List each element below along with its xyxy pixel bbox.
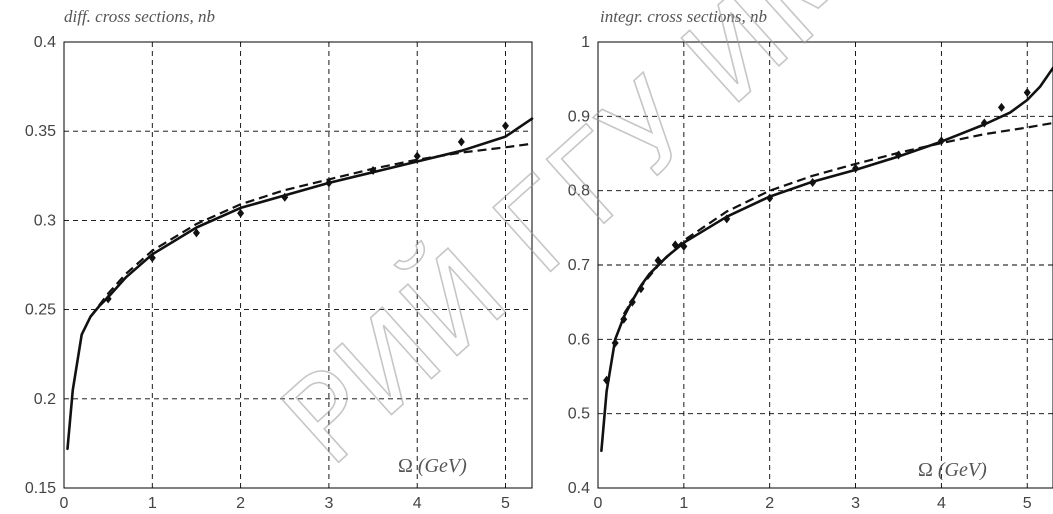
x-tick-label: 3 — [324, 495, 333, 512]
data-point-marker — [628, 297, 636, 307]
data-point-marker — [148, 253, 156, 263]
y-tick-label: 0.9 — [568, 108, 590, 125]
data-point-marker — [637, 284, 645, 294]
solid-curve — [600, 66, 1053, 453]
integr-cross-section-panel: integr. cross sections, nb 0 1 2 3 4 5 0.4 0.5 0… — [568, 7, 1053, 512]
x-tick-label: 4 — [413, 495, 422, 512]
y-tick-label: 0.6 — [568, 331, 590, 348]
y-tick-label: 0.8 — [568, 183, 590, 200]
data-point-marker — [325, 178, 333, 188]
x-tick-label: 0 — [594, 495, 603, 512]
x-tick-label: 3 — [851, 495, 860, 512]
data-point-marker — [723, 214, 731, 224]
y-tick-label: 1 — [581, 34, 590, 51]
x-axis-unit: (GeV) — [418, 455, 467, 477]
y-tick-label: 0.4 — [34, 34, 56, 51]
data-point-marker — [603, 375, 611, 385]
x-axis-label: Ω (GeV) — [398, 455, 467, 477]
data-point-marker — [766, 193, 774, 203]
x-axis-label: Ω (GeV) — [918, 459, 987, 481]
y-tick-label: 0.5 — [568, 406, 590, 423]
data-point-marker — [413, 151, 421, 161]
data-point-marker — [192, 228, 200, 238]
x-tick-label: 4 — [937, 495, 946, 512]
data-point-marker — [809, 177, 817, 187]
data-point-marker — [457, 137, 465, 147]
data-point-marker — [894, 150, 902, 160]
solid-curve — [66, 117, 534, 451]
x-tick-label: 0 — [60, 495, 69, 512]
panel-title: diff. cross sections, nb — [64, 7, 215, 26]
data-point-marker — [369, 165, 377, 175]
data-point-marker — [611, 338, 619, 348]
y-tick-label: 0.2 — [34, 391, 56, 408]
data-point-marker — [1023, 88, 1031, 98]
y-tick-label: 0.7 — [568, 257, 590, 274]
x-tick-label: 2 — [236, 495, 245, 512]
x-tick-label: 1 — [679, 495, 688, 512]
x-tick-label: 5 — [501, 495, 510, 512]
y-tick-label: 0.4 — [568, 480, 590, 497]
data-point-marker — [680, 241, 688, 251]
x-tick-label: 1 — [148, 495, 157, 512]
data-point-marker — [237, 208, 245, 218]
panel-title: integr. cross sections, nb — [600, 7, 767, 26]
dashed-curve — [622, 121, 1053, 315]
plot-frame — [597, 41, 1053, 489]
x-axis-unit: (GeV) — [938, 459, 987, 481]
data-point-marker — [997, 102, 1005, 112]
data-point-marker — [620, 314, 628, 324]
y-tick-label: 0.3 — [34, 212, 56, 229]
plot-frame — [63, 41, 533, 489]
watermark: РИЙ ГГУ ИМЕНИ — [256, 0, 1053, 491]
data-point-marker — [852, 163, 860, 173]
diff-cross-section-panel: diff. cross sections, nb 0 1 2 3 4 5 0.15 0.2 0.… — [25, 7, 534, 512]
data-point-marker — [502, 121, 510, 131]
data-point-marker — [980, 118, 988, 128]
data-point-marker — [937, 136, 945, 146]
x-tick-label: 2 — [765, 495, 774, 512]
y-tick-label: 0.25 — [25, 302, 56, 319]
x-tick-label: 5 — [1023, 495, 1032, 512]
y-tick-label: 0.35 — [25, 123, 56, 140]
data-point-marker — [281, 192, 289, 202]
x-axis-symbol: Ω — [918, 459, 933, 481]
data-point-marker — [654, 256, 662, 266]
x-axis-symbol: Ω — [398, 455, 413, 477]
data-point-marker — [671, 240, 679, 250]
data-point-marker — [104, 294, 112, 304]
y-tick-label: 0.15 — [25, 480, 56, 497]
